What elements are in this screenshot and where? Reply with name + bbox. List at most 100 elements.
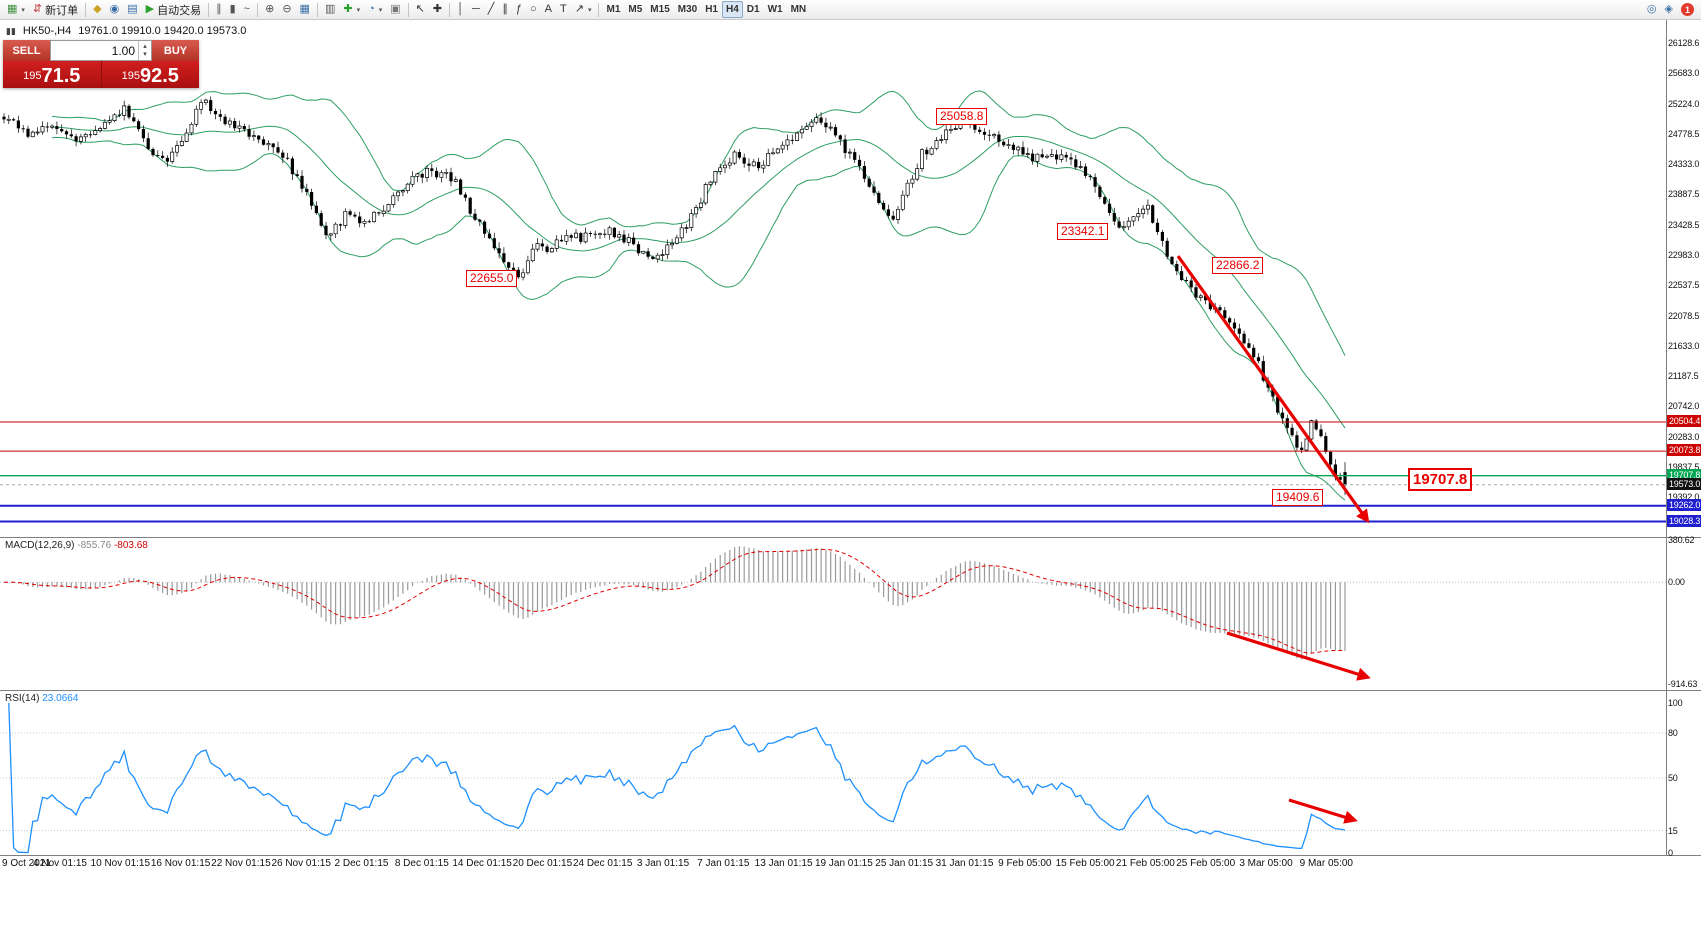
- one-click-trading-widget: SELL 1.00 ▴ ▾ BUY 195 71.5 195 92.5: [3, 40, 199, 88]
- channel-tool-button[interactable]: ∥: [498, 1, 512, 18]
- buy-button[interactable]: 195 92.5: [101, 61, 199, 88]
- buy-header[interactable]: BUY: [152, 40, 199, 61]
- time-axis-label: 19 Jan 01:15: [814, 858, 873, 869]
- time-axis-label: 9 Feb 05:00: [998, 858, 1052, 869]
- price-annotation[interactable]: 19707.8: [1408, 468, 1473, 491]
- shapes-tool-button[interactable]: ○: [526, 1, 541, 18]
- bull-candles: [6, 99, 1314, 451]
- zoom-in-icon: ⊕: [265, 3, 275, 15]
- buy-price-prefix: 195: [121, 70, 140, 82]
- toolbar-separator: [598, 2, 600, 17]
- chart-shot-button[interactable]: ▣: [386, 1, 404, 18]
- trend-arrow[interactable]: [1176, 255, 1370, 524]
- price-axis-label: 25683.0: [1668, 68, 1700, 79]
- macd-axis-label: 0.00: [1668, 577, 1685, 588]
- sell-price-big: 71.5: [41, 65, 81, 87]
- chart-candles-button[interactable]: ▮: [226, 1, 240, 18]
- profiles-button[interactable]: ◉: [106, 1, 124, 18]
- price-annotation[interactable]: 19409.6: [1272, 489, 1324, 506]
- macd-main-value: -855.76: [77, 540, 112, 551]
- volume-up-icon[interactable]: ▴: [143, 42, 147, 50]
- tf-m30-button[interactable]: M30: [674, 1, 701, 18]
- chart-line-button[interactable]: ~: [240, 1, 254, 18]
- price-annotation[interactable]: 22655.0: [466, 270, 518, 287]
- price-chart-panel[interactable]: [0, 90, 1666, 523]
- text-tool-button[interactable]: A: [541, 1, 556, 18]
- volume-down-icon[interactable]: ▾: [143, 50, 147, 58]
- price-annotation[interactable]: 25058.8: [936, 108, 988, 125]
- time-axis-label: 13 Jan 01:15: [754, 858, 813, 869]
- arrows-tool-caret-icon: ▾: [587, 6, 592, 14]
- zoom-in-button[interactable]: ⊕: [261, 1, 278, 18]
- crosshair-button[interactable]: ✚: [429, 1, 446, 18]
- macd-indicator-label: MACD(12,26,9) -855.76 -803.68: [5, 540, 148, 551]
- trend-arrow[interactable]: [1288, 798, 1358, 824]
- macd-panel[interactable]: [0, 546, 1666, 660]
- time-axis-label: 26 Nov 01:15: [271, 858, 331, 869]
- time-axis-label: 2 Dec 01:15: [334, 858, 389, 869]
- tile-windows-button[interactable]: ▦: [296, 1, 314, 18]
- tf-mn-button[interactable]: MN: [787, 1, 811, 18]
- new-order-label: 新订单: [45, 4, 79, 17]
- notification-badge[interactable]: 1: [1681, 3, 1694, 16]
- vertical-line-tool-button[interactable]: │: [453, 1, 468, 18]
- tf-d1-button[interactable]: D1: [743, 1, 764, 18]
- layouts-button[interactable]: ◆: [89, 1, 105, 18]
- chart-shot-icon: ▣: [390, 3, 401, 15]
- bollinger-middle-band[interactable]: [52, 125, 1346, 429]
- horizontal-line-tool-button[interactable]: ─: [468, 1, 484, 18]
- sell-header[interactable]: SELL: [3, 40, 50, 61]
- label-tool-button[interactable]: T: [556, 1, 571, 18]
- tf-h1-button[interactable]: H1: [701, 1, 722, 18]
- arrows-tool-button[interactable]: ↗ ▾: [571, 1, 596, 18]
- timeframes-menu-button[interactable]: ◔ ▾: [364, 1, 386, 18]
- chart-line-icon: ~: [243, 3, 251, 15]
- tf-m5-button[interactable]: M5: [624, 1, 646, 18]
- sell-button[interactable]: 195 71.5: [3, 61, 102, 88]
- price-annotation[interactable]: 23342.1: [1057, 223, 1109, 240]
- chart-bars-button[interactable]: ∥: [212, 1, 226, 18]
- volume-field[interactable]: 1.00 ▴ ▾: [50, 40, 152, 61]
- macd-axis-label: -914.63: [1668, 678, 1698, 689]
- new-chart-icon: ▦: [7, 3, 18, 15]
- price-axis-label: 24778.5: [1668, 128, 1700, 139]
- price-annotation[interactable]: 22866.2: [1212, 257, 1264, 274]
- auto-trading-button[interactable]: ▶ 自动交易: [142, 1, 205, 18]
- bollinger-lower-band[interactable]: [52, 136, 1346, 501]
- tf-m1-button[interactable]: M1: [602, 1, 624, 18]
- crosshair-icon: ✚: [432, 3, 443, 15]
- macd-axis-label: 380.62: [1668, 534, 1695, 545]
- time-axis-label: 3 Mar 05:00: [1239, 858, 1293, 869]
- trendline-tool-icon: ╱: [487, 3, 495, 15]
- cursor-button[interactable]: ↖: [412, 1, 429, 18]
- bollinger-upper-band[interactable]: [52, 90, 1346, 356]
- market-watch-icon: ▤: [127, 3, 138, 15]
- tf-m15-button[interactable]: M15: [646, 1, 673, 18]
- price-axis-tag: 19707.8: [1667, 468, 1701, 481]
- tf-h4-button[interactable]: H4: [722, 1, 743, 18]
- trend-arrow[interactable]: [1226, 631, 1371, 681]
- price-axis-label: 26128.6: [1668, 38, 1700, 48]
- volume-value[interactable]: 1.00: [111, 44, 135, 58]
- chart-symbol-period: HK50-,H4: [22, 25, 72, 37]
- quick-search-button[interactable]: ◎: [1643, 1, 1661, 18]
- tf-h1-label: H1: [705, 4, 718, 15]
- strategy-tester-button[interactable]: ▥: [321, 1, 339, 18]
- zoom-out-button[interactable]: ⊖: [278, 1, 295, 18]
- rsi-panel[interactable]: [0, 702, 1666, 854]
- trendline-tool-button[interactable]: ╱: [484, 1, 499, 18]
- time-axis-label: 14 Dec 01:15: [452, 858, 512, 869]
- fibonacci-tool-button[interactable]: ƒ: [512, 1, 526, 18]
- price-axis-tag: 20504.4: [1667, 415, 1701, 428]
- new-chart-button[interactable]: ▦ ▾: [3, 1, 29, 18]
- tf-d1-label: D1: [746, 4, 760, 15]
- market-watch-button[interactable]: ▤: [123, 1, 141, 18]
- help-button[interactable]: ◈: [1661, 1, 1677, 18]
- new-order-button[interactable]: ⇵ 新订单: [29, 1, 82, 18]
- price-axis-label: 23887.5: [1668, 189, 1700, 200]
- indicators-list-button[interactable]: ✚ ▾: [339, 1, 364, 18]
- time-axis-label: 22 Nov 01:15: [211, 858, 271, 869]
- time-axis-label: 3 Jan 01:15: [636, 858, 690, 869]
- tf-w1-button[interactable]: W1: [764, 1, 787, 18]
